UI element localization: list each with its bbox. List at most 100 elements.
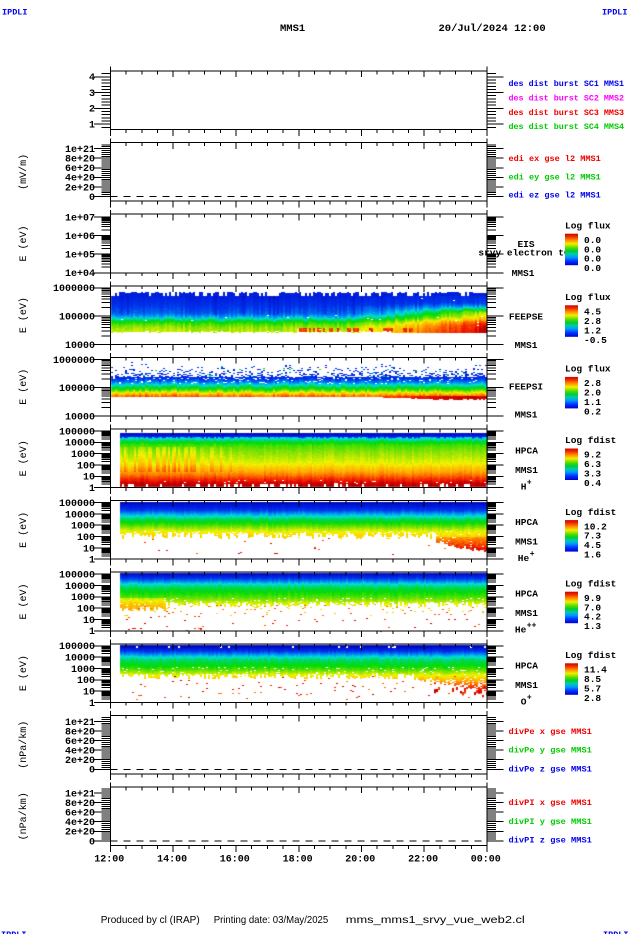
svg-text:Log fdist: Log fdist	[565, 650, 616, 661]
svg-text:100000: 100000	[59, 384, 95, 395]
svg-text:Produced by cl (IRAP): Produced by cl (IRAP)	[101, 915, 200, 926]
svg-text:20/Jul/2024 12:00: 20/Jul/2024 12:00	[439, 23, 546, 35]
svg-text:0.2: 0.2	[584, 406, 601, 417]
svg-text:10000: 10000	[65, 510, 95, 521]
svg-text:1: 1	[89, 699, 95, 710]
svg-text:1.1: 1.1	[584, 397, 601, 408]
svg-text:EIS: EIS	[517, 239, 534, 250]
svg-text:100: 100	[77, 676, 95, 687]
svg-text:Log flux: Log flux	[565, 364, 611, 375]
svg-text:1000: 1000	[71, 522, 95, 533]
svg-text:0.0: 0.0	[584, 263, 601, 274]
svg-text:IPDLI: IPDLI	[602, 8, 628, 18]
svg-text:0: 0	[89, 837, 95, 848]
svg-text:MMS1: MMS1	[515, 409, 538, 420]
svg-text:4.5: 4.5	[584, 540, 601, 551]
svg-text:MMS1: MMS1	[515, 537, 538, 548]
svg-text:des dist burst SC2 MMS2: des dist burst SC2 MMS2	[509, 94, 625, 104]
svg-text:4: 4	[89, 73, 95, 84]
svg-text:14:00: 14:00	[157, 855, 187, 866]
svg-text:100000: 100000	[59, 571, 95, 582]
svg-text:O: O	[521, 696, 527, 707]
svg-text:2: 2	[89, 105, 95, 116]
svg-text:edi ey gse l2 MMS1: edi ey gse l2 MMS1	[509, 172, 601, 182]
svg-text:00:00: 00:00	[471, 855, 501, 866]
svg-text:HPCA: HPCA	[515, 517, 538, 528]
svg-text:MMS1: MMS1	[515, 680, 538, 691]
svg-text:MMS1: MMS1	[280, 23, 305, 35]
svg-text:7.0: 7.0	[584, 602, 601, 613]
svg-text:12:00: 12:00	[94, 855, 124, 866]
svg-text:2.8: 2.8	[584, 378, 601, 389]
svg-text:100000: 100000	[59, 642, 95, 653]
svg-text:divPI y gse MMS1: divPI y gse MMS1	[509, 817, 592, 827]
svg-text:2.8: 2.8	[584, 693, 601, 704]
svg-text:6e+20: 6e+20	[65, 737, 95, 748]
svg-text:10000: 10000	[65, 341, 95, 352]
svg-text:22:00: 22:00	[408, 855, 438, 866]
svg-text:E (eV): E (eV)	[18, 583, 30, 619]
svg-text:10000: 10000	[65, 439, 95, 450]
svg-text:+: +	[527, 479, 532, 488]
svg-text:1: 1	[89, 121, 95, 132]
svg-text:1e+06: 1e+06	[65, 232, 95, 243]
svg-text:2.0: 2.0	[584, 388, 601, 399]
svg-text:20:00: 20:00	[345, 855, 375, 866]
svg-text:1.6: 1.6	[584, 550, 601, 561]
svg-text:1: 1	[89, 627, 95, 638]
svg-text:MMS1: MMS1	[515, 465, 538, 476]
svg-text:1.2: 1.2	[584, 325, 601, 336]
svg-text:10000: 10000	[65, 582, 95, 593]
svg-text:10: 10	[83, 473, 95, 484]
svg-text:100: 100	[77, 533, 95, 544]
svg-text:Log fdist: Log fdist	[565, 435, 616, 446]
svg-text:Log flux: Log flux	[565, 292, 611, 303]
svg-text:HPCA: HPCA	[515, 446, 538, 457]
svg-text:100000: 100000	[59, 499, 95, 510]
svg-text:MMS1: MMS1	[515, 608, 538, 619]
svg-text:8e+20: 8e+20	[65, 155, 95, 166]
svg-text:IPDLI: IPDLI	[603, 930, 629, 934]
svg-text:divPe x gse MMS1: divPe x gse MMS1	[509, 727, 592, 737]
svg-text:2.8: 2.8	[584, 316, 601, 327]
svg-text:100: 100	[77, 605, 95, 616]
svg-text:E (eV): E (eV)	[18, 297, 30, 333]
svg-text:E (eV): E (eV)	[18, 440, 30, 476]
svg-text:HPCA: HPCA	[515, 660, 538, 671]
svg-text:(nPa/km): (nPa/km)	[18, 792, 30, 840]
svg-text:E (eV): E (eV)	[18, 655, 30, 691]
svg-text:1000: 1000	[71, 665, 95, 676]
svg-text:divPe z gse MMS1: divPe z gse MMS1	[509, 764, 592, 774]
svg-text:1e+21: 1e+21	[65, 145, 95, 156]
svg-text:des dist burst SC3 MMS3: des dist burst SC3 MMS3	[509, 108, 625, 118]
svg-text:9.9: 9.9	[584, 593, 601, 604]
svg-text:+: +	[530, 550, 535, 559]
svg-text:100000: 100000	[59, 313, 95, 324]
svg-text:4e+20: 4e+20	[65, 747, 95, 758]
svg-text:6e+20: 6e+20	[65, 809, 95, 820]
svg-text:IPDLI: IPDLI	[2, 8, 28, 18]
svg-text:10000: 10000	[65, 412, 95, 423]
svg-text:10: 10	[83, 616, 95, 627]
svg-text:Printing date: 03/May/2025: Printing date: 03/May/2025	[214, 915, 329, 926]
svg-text:edi ez gse l2 MMS1: edi ez gse l2 MMS1	[509, 191, 601, 201]
svg-text:6.3: 6.3	[584, 459, 601, 470]
svg-text:4.2: 4.2	[584, 612, 601, 623]
svg-text:IPDLI: IPDLI	[1, 930, 27, 934]
svg-text:7.3: 7.3	[584, 531, 601, 542]
svg-text:3.3: 3.3	[584, 469, 601, 480]
svg-text:1000: 1000	[71, 450, 95, 461]
svg-text:1.3: 1.3	[584, 621, 601, 632]
svg-text:10000: 10000	[65, 654, 95, 665]
svg-text:1000000: 1000000	[53, 284, 95, 295]
svg-text:2e+20: 2e+20	[65, 183, 95, 194]
svg-text:mms_mms1_srvy_vue_web2.cl: mms_mms1_srvy_vue_web2.cl	[346, 915, 525, 926]
svg-text:Log fdist: Log fdist	[565, 578, 616, 589]
svg-text:0.0: 0.0	[584, 254, 601, 265]
svg-text:divPI z gse MMS1: divPI z gse MMS1	[509, 836, 592, 846]
svg-text:1000: 1000	[71, 593, 95, 604]
svg-text:8e+20: 8e+20	[65, 799, 95, 810]
svg-text:2e+20: 2e+20	[65, 756, 95, 767]
svg-text:9.2: 9.2	[584, 450, 601, 461]
svg-text:10: 10	[83, 688, 95, 699]
